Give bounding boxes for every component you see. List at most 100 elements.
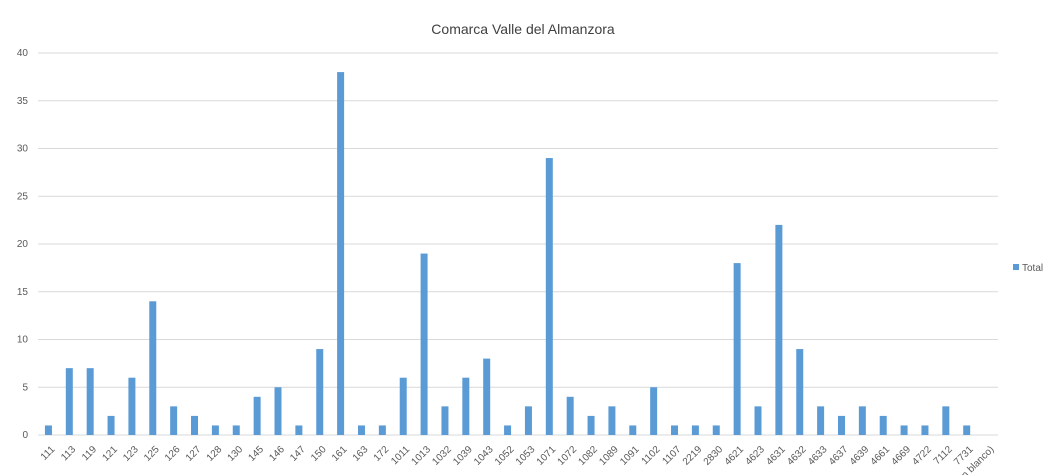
bar bbox=[587, 415, 595, 435]
y-tick-label: 35 bbox=[17, 96, 29, 107]
y-tick-label: 40 bbox=[17, 48, 29, 59]
y-tick-label: 15 bbox=[17, 287, 29, 298]
y-tick-label: 10 bbox=[17, 335, 29, 346]
bar bbox=[337, 72, 345, 435]
bar bbox=[211, 425, 219, 435]
x-tick-label: 4633 bbox=[806, 444, 830, 468]
x-tick-label: 4637 bbox=[827, 444, 851, 468]
x-tick-label: 1071 bbox=[535, 444, 559, 468]
y-tick-label: 5 bbox=[22, 382, 28, 393]
y-tick-label: 25 bbox=[17, 191, 29, 202]
bar bbox=[420, 253, 428, 435]
bar bbox=[796, 349, 804, 435]
bar bbox=[817, 406, 825, 435]
x-tick-label: 1107 bbox=[660, 444, 683, 467]
x-tick-label: 147 bbox=[288, 444, 308, 464]
x-tick-label: 130 bbox=[226, 444, 246, 464]
bar bbox=[232, 425, 240, 435]
bar bbox=[128, 377, 136, 435]
x-tick-label: 1091 bbox=[618, 444, 642, 468]
bar bbox=[399, 377, 407, 435]
y-tick-label: 30 bbox=[17, 144, 29, 155]
x-tick-label: 7112 bbox=[932, 444, 955, 467]
x-tick-label: 1011 bbox=[389, 444, 412, 467]
bar bbox=[650, 387, 658, 435]
x-tick-label: 1013 bbox=[410, 444, 434, 468]
x-tick-label: 1102 bbox=[640, 444, 663, 467]
bar bbox=[86, 368, 94, 435]
x-tick-label: 1052 bbox=[493, 444, 517, 468]
x-tick-label: 123 bbox=[121, 444, 141, 464]
x-tick-label: 113 bbox=[59, 444, 78, 463]
bar bbox=[149, 301, 157, 435]
x-tick-label: 163 bbox=[351, 444, 371, 464]
bar bbox=[545, 158, 553, 436]
x-tick-label: 128 bbox=[205, 444, 225, 464]
y-tick-label: 0 bbox=[22, 430, 28, 441]
bar bbox=[733, 263, 741, 435]
bar bbox=[44, 425, 52, 435]
x-tick-label: 1082 bbox=[576, 444, 600, 468]
x-tick-label: 4722 bbox=[910, 444, 934, 468]
bar bbox=[191, 415, 199, 435]
x-tick-label: 1039 bbox=[451, 444, 475, 468]
bar bbox=[942, 406, 950, 435]
x-tick-label: 4661 bbox=[869, 444, 893, 468]
legend-label: Total bbox=[1022, 263, 1043, 274]
bar bbox=[253, 396, 261, 435]
x-tick-label: 121 bbox=[100, 444, 120, 464]
x-tick-label: 4669 bbox=[890, 444, 914, 468]
bar bbox=[921, 425, 929, 435]
bar bbox=[378, 425, 386, 435]
bar bbox=[879, 415, 887, 435]
bar bbox=[316, 349, 324, 435]
x-tick-label: 1053 bbox=[514, 444, 538, 468]
bar bbox=[107, 415, 115, 435]
bar bbox=[900, 425, 908, 435]
bar bbox=[566, 396, 574, 435]
bar bbox=[775, 224, 783, 435]
x-tick-label: 125 bbox=[142, 444, 162, 464]
x-tick-label: 127 bbox=[184, 444, 204, 464]
bar bbox=[483, 358, 491, 435]
bar bbox=[629, 425, 637, 435]
x-tick-label: 1089 bbox=[597, 444, 621, 468]
x-tick-label: 1043 bbox=[472, 444, 496, 468]
x-tick-label: 2830 bbox=[702, 444, 726, 468]
bar bbox=[671, 425, 679, 435]
bar bbox=[524, 406, 532, 435]
x-tick-label: 126 bbox=[163, 444, 183, 464]
x-tick-label: 1072 bbox=[556, 444, 580, 468]
bar bbox=[837, 415, 845, 435]
bar bbox=[295, 425, 303, 435]
y-tick-label: 20 bbox=[17, 239, 29, 250]
x-tick-label: 150 bbox=[309, 444, 329, 464]
bar bbox=[691, 425, 699, 435]
x-tick-label: 4631 bbox=[764, 444, 788, 468]
x-tick-label: 4623 bbox=[743, 444, 767, 468]
x-tick-label: 4632 bbox=[785, 444, 809, 468]
x-tick-label: 4621 bbox=[723, 444, 747, 468]
bar bbox=[712, 425, 720, 435]
bar bbox=[504, 425, 512, 435]
bar bbox=[274, 387, 282, 435]
chart-title: Comarca Valle del Almanzora bbox=[431, 21, 615, 37]
x-tick-label: 4639 bbox=[848, 444, 872, 468]
bar bbox=[65, 368, 73, 435]
bar bbox=[963, 425, 971, 435]
bar bbox=[441, 406, 449, 435]
bar bbox=[462, 377, 470, 435]
x-tick-label: 2219 bbox=[681, 444, 705, 468]
x-tick-label: 172 bbox=[372, 444, 392, 464]
bar bbox=[357, 425, 365, 435]
x-tick-label: 146 bbox=[267, 444, 287, 464]
x-tick-label: 161 bbox=[330, 444, 350, 464]
x-tick-label: 111 bbox=[39, 444, 58, 463]
x-tick-label: 119 bbox=[80, 444, 99, 463]
x-tick-label: 145 bbox=[247, 444, 267, 464]
x-tick-label: 1032 bbox=[430, 444, 454, 468]
bar bbox=[754, 406, 762, 435]
legend-swatch bbox=[1013, 264, 1019, 270]
bar bbox=[170, 406, 178, 435]
